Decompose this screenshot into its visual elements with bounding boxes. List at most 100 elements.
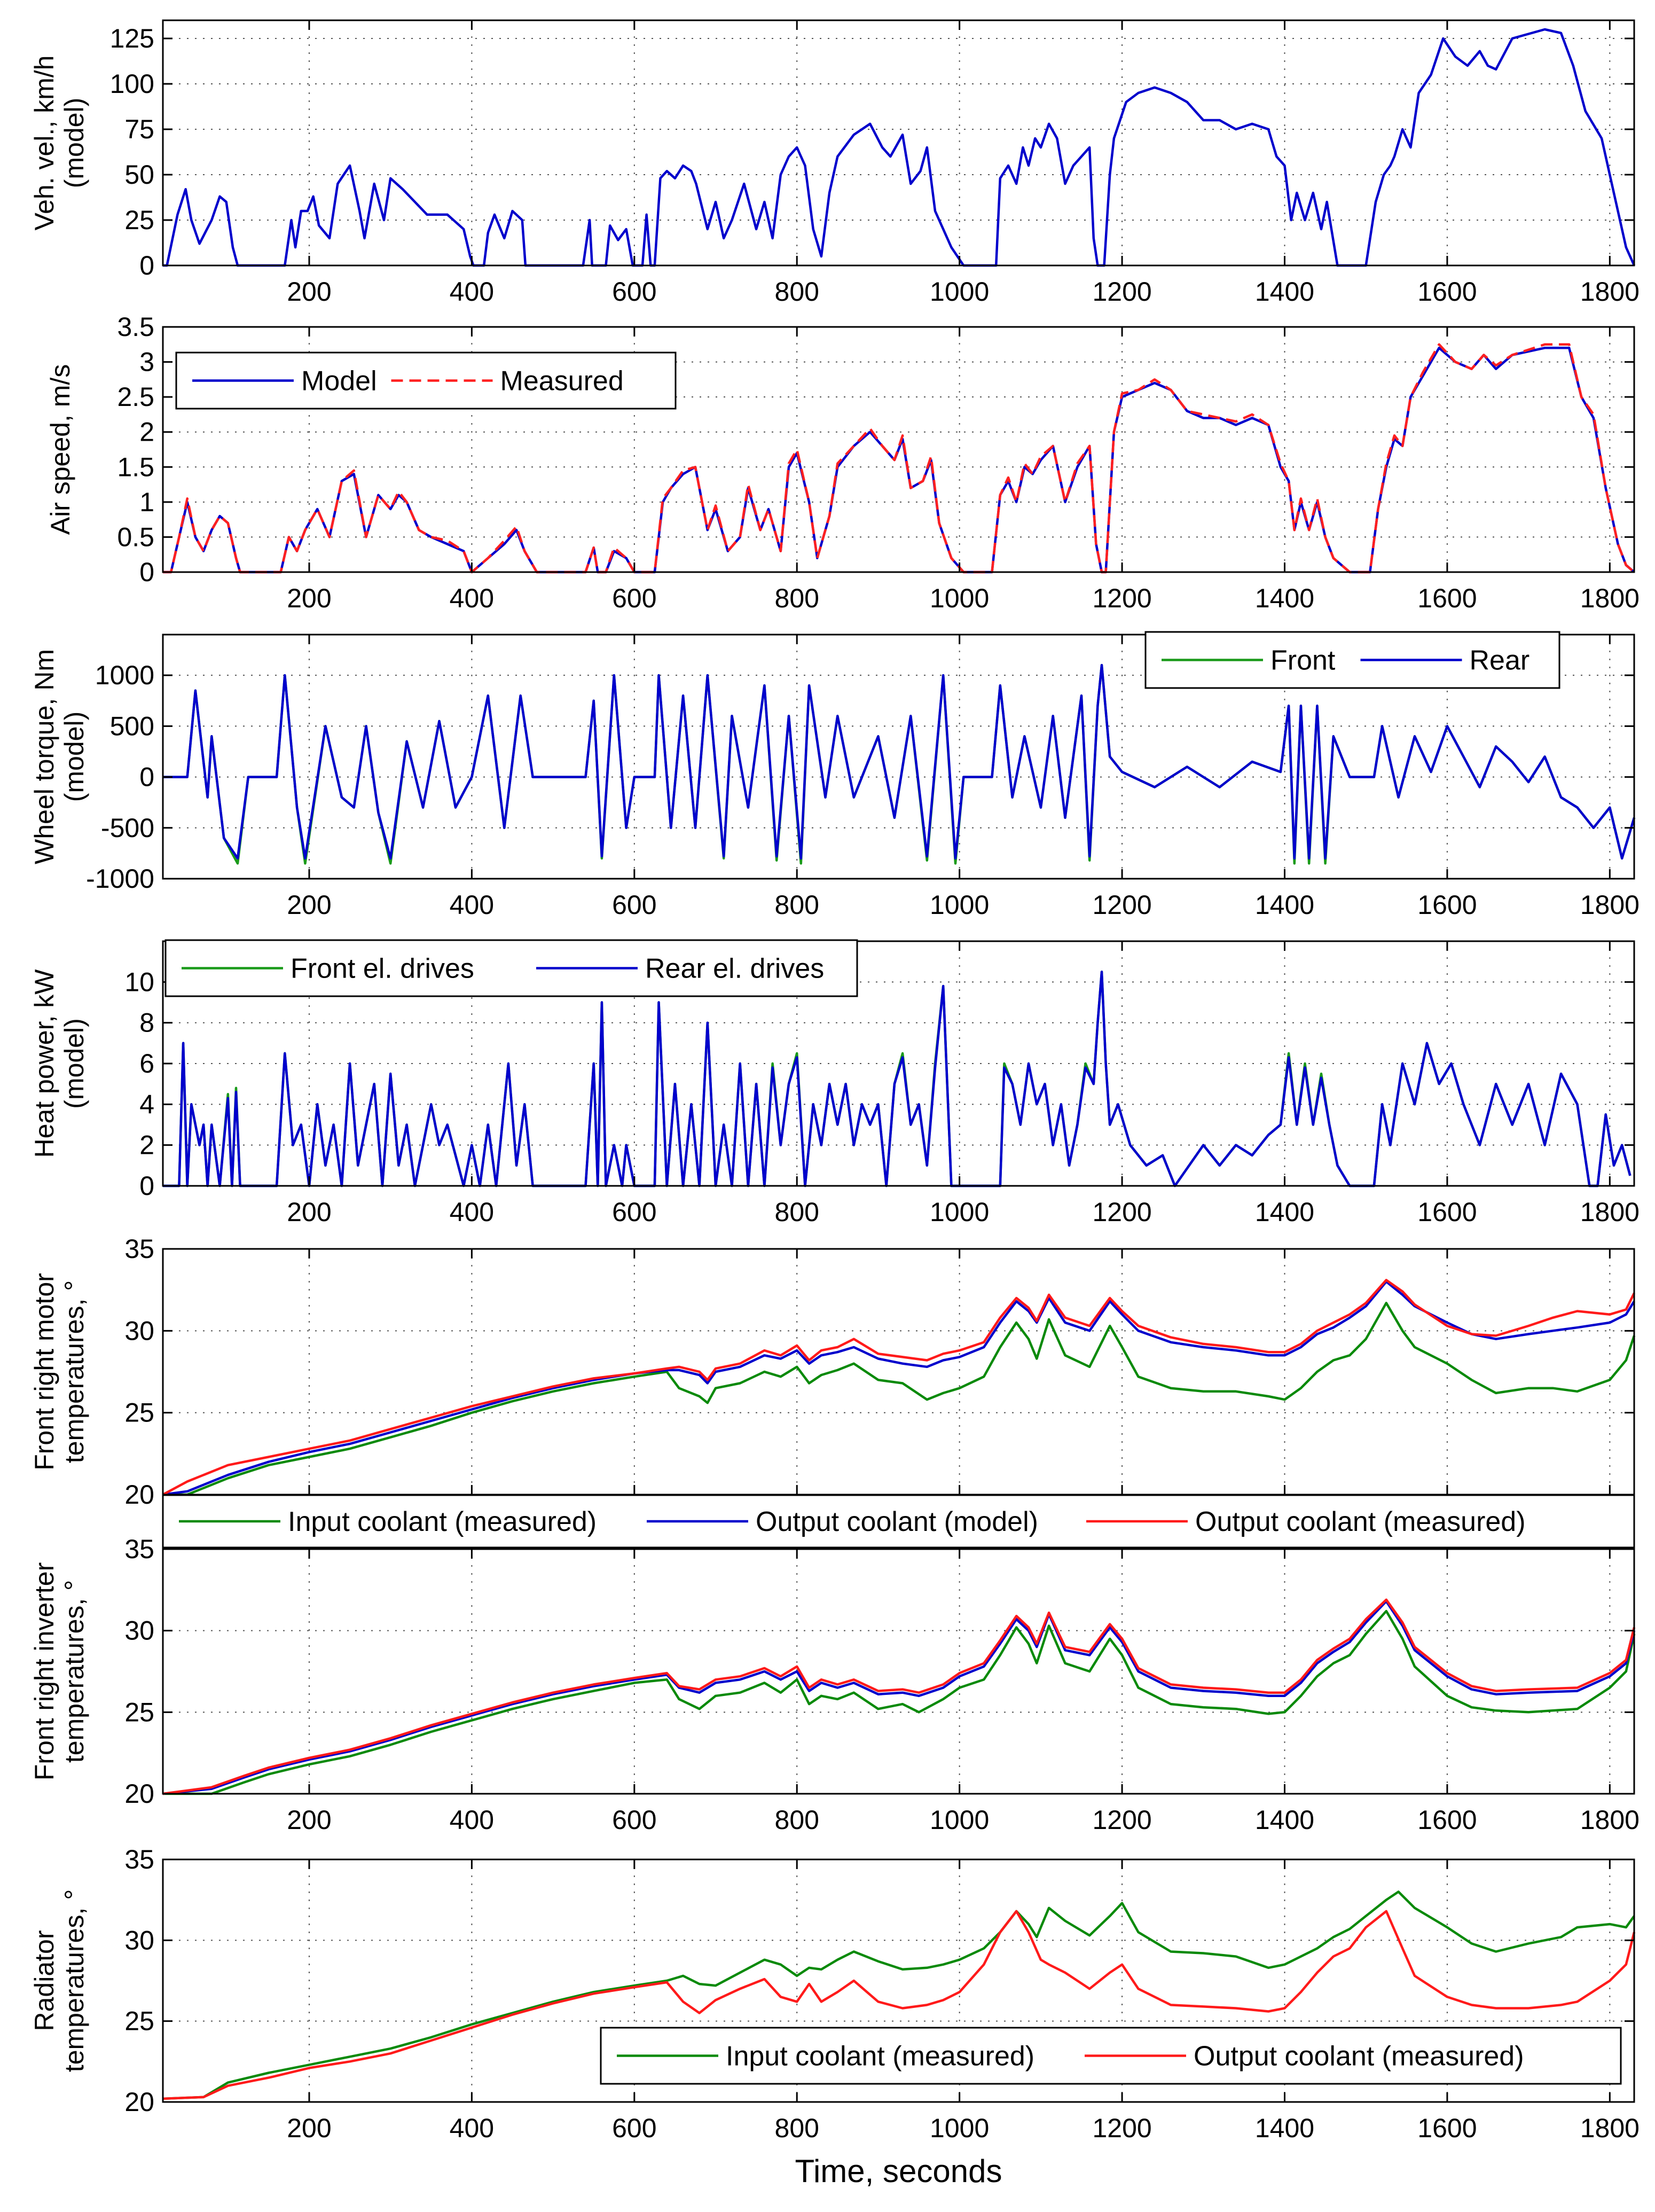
y-tick-label: 100 xyxy=(110,69,154,99)
x-tick-label: 200 xyxy=(287,2113,331,2143)
plot-frame xyxy=(162,326,1635,573)
y-tick-label: 125 xyxy=(110,24,154,53)
y-axis-label: Front right motor xyxy=(29,1273,59,1471)
y-tick-label: 0 xyxy=(139,557,154,587)
x-tick-label: 600 xyxy=(612,583,656,613)
legend: Input coolant (measured) Output coolant (… xyxy=(162,1494,1635,1549)
y-tick-label: 1.5 xyxy=(117,452,154,482)
chart-panel-5: 20 25 30 35 Front right motor temperatures, °… xyxy=(29,1234,1636,1549)
x-tick-label: 600 xyxy=(612,277,656,307)
legend-label: Rear el. drives xyxy=(645,953,824,984)
x-tick-label: 200 xyxy=(287,277,331,307)
y-axis-label: Veh. vel., km/h xyxy=(29,56,59,231)
x-tick-label: 1600 xyxy=(1417,890,1477,920)
y-tick-label: 35 xyxy=(124,1234,154,1264)
plot-frame xyxy=(162,19,1635,267)
x-tick-label: 1000 xyxy=(930,583,989,613)
x-tick-label: 1800 xyxy=(1580,1197,1640,1227)
legend: Front Rear xyxy=(1144,631,1560,689)
x-tick-label: 800 xyxy=(775,277,819,307)
x-tick-label: 200 xyxy=(287,583,331,613)
y-axis-label: temperatures, ° xyxy=(59,1580,89,1763)
y-tick-label: 6 xyxy=(139,1049,154,1078)
x-tick-label: 1200 xyxy=(1092,583,1151,613)
series-line-output-coolant-measured xyxy=(162,1279,1636,1496)
x-tick-label: 1800 xyxy=(1580,890,1640,920)
y-tick-label: 30 xyxy=(124,1925,154,1955)
y-tick-label: 10 xyxy=(124,967,154,997)
series-line-input-coolant-measured xyxy=(163,1301,1636,1496)
chart-panel-2: 200 400 600 800 1000 1200 1400 1600 1800 0 0.5 1 1.5… xyxy=(45,312,1640,613)
x-tick-label: 1800 xyxy=(1580,583,1640,613)
y-axis-label: Heat power, kW xyxy=(29,969,59,1158)
legend-label: Output coolant (measured) xyxy=(1195,1506,1526,1537)
chart-panel-4: 200 400 600 800 1000 1200 1400 1600 1800 0 2 4 6 8 10 H… xyxy=(29,939,1640,1227)
x-tick-label: 1200 xyxy=(1092,1197,1151,1227)
legend-label: Measured xyxy=(500,366,624,397)
x-tick-label: 400 xyxy=(450,583,494,613)
series-line-rear xyxy=(163,663,1636,860)
x-tick-label: 1400 xyxy=(1255,1805,1314,1835)
x-tick-label: 1600 xyxy=(1417,277,1477,307)
y-tick-label: 25 xyxy=(124,2006,154,2036)
y-axis-label: Front right inverter xyxy=(29,1562,59,1780)
x-tick-label: 1600 xyxy=(1417,583,1477,613)
x-tick-label: 1400 xyxy=(1255,2113,1314,2143)
y-tick-label: 8 xyxy=(139,1008,154,1038)
x-tick-label: 800 xyxy=(775,890,819,920)
y-tick-label: 3 xyxy=(139,347,154,377)
x-tick-label: 800 xyxy=(775,2113,819,2143)
x-tick-label: 400 xyxy=(450,277,494,307)
x-tick-label: 1400 xyxy=(1255,890,1314,920)
x-tick-label: 600 xyxy=(612,2113,656,2143)
x-tick-label: 1400 xyxy=(1255,277,1314,307)
y-axis-label: (model) xyxy=(59,712,89,802)
y-tick-label: -1000 xyxy=(86,864,154,894)
y-axis-label: (model) xyxy=(59,1018,89,1108)
y-axis-label: temperatures, ° xyxy=(59,1889,89,2072)
series-line-output-coolant-model xyxy=(162,1600,1636,1795)
x-tick-label: 1200 xyxy=(1092,2113,1151,2143)
x-tick-label: 1000 xyxy=(930,277,989,307)
legend-label: Input coolant (measured) xyxy=(726,2041,1034,2072)
series-line-input-coolant-measured xyxy=(163,1609,1636,1795)
chart-panel-3: 200 400 600 800 1000 1200 1400 1600 1800 -1000 -50… xyxy=(29,631,1640,920)
x-tick-label: 600 xyxy=(612,1805,656,1835)
y-tick-label: -500 xyxy=(101,813,154,843)
x-tick-label: 1000 xyxy=(930,1197,989,1227)
y-axis-label: temperatures, ° xyxy=(59,1280,89,1463)
x-tick-label: 1000 xyxy=(930,890,989,920)
y-tick-label: 30 xyxy=(124,1616,154,1646)
plot-frame xyxy=(162,1858,1635,2103)
y-tick-label: 0.5 xyxy=(117,522,154,552)
chart-panel-6: 200 400 600 800 1000 1200 1400 1600 1800 20 25 30 35… xyxy=(29,1534,1640,1835)
y-tick-label: 1000 xyxy=(95,660,154,690)
x-tick-label: 400 xyxy=(450,890,494,920)
legend-label: Rear xyxy=(1470,645,1530,676)
chart-panel-7: 200 400 600 800 1000 1200 1400 1600 1800 20 25 30 35… xyxy=(29,1844,1640,2189)
y-tick-label: 3.5 xyxy=(117,312,154,342)
x-tick-label: 200 xyxy=(287,1197,331,1227)
series-line-velocity xyxy=(163,28,1636,267)
x-tick-label: 1800 xyxy=(1580,1805,1640,1835)
x-tick-label: 800 xyxy=(775,1197,819,1227)
y-tick-label: 35 xyxy=(124,1534,154,1564)
y-tick-label: 2.5 xyxy=(117,382,154,412)
y-tick-label: 20 xyxy=(124,1480,154,1510)
legend-label: Output coolant (model) xyxy=(756,1506,1038,1537)
series-line-output-coolant-model xyxy=(162,1280,1635,1496)
y-tick-label: 0 xyxy=(139,1171,154,1201)
x-tick-label: 400 xyxy=(450,2113,494,2143)
x-tick-label: 800 xyxy=(775,583,819,613)
y-tick-label: 20 xyxy=(124,1779,154,1809)
x-tick-label: 1800 xyxy=(1580,2113,1640,2143)
y-tick-label: 500 xyxy=(110,711,154,741)
x-tick-label: 600 xyxy=(612,1197,656,1227)
x-tick-label: 600 xyxy=(612,890,656,920)
chart-panel-1: 200 400 600 800 1000 1200 1400 1600 1800 0 25 50 75 1… xyxy=(29,19,1640,307)
series-line-rear-el-drives xyxy=(163,971,1632,1187)
legend-label: Input coolant (measured) xyxy=(288,1506,597,1537)
x-tick-label: 1800 xyxy=(1580,277,1640,307)
y-tick-label: 30 xyxy=(124,1316,154,1346)
x-tick-label: 200 xyxy=(287,1805,331,1835)
